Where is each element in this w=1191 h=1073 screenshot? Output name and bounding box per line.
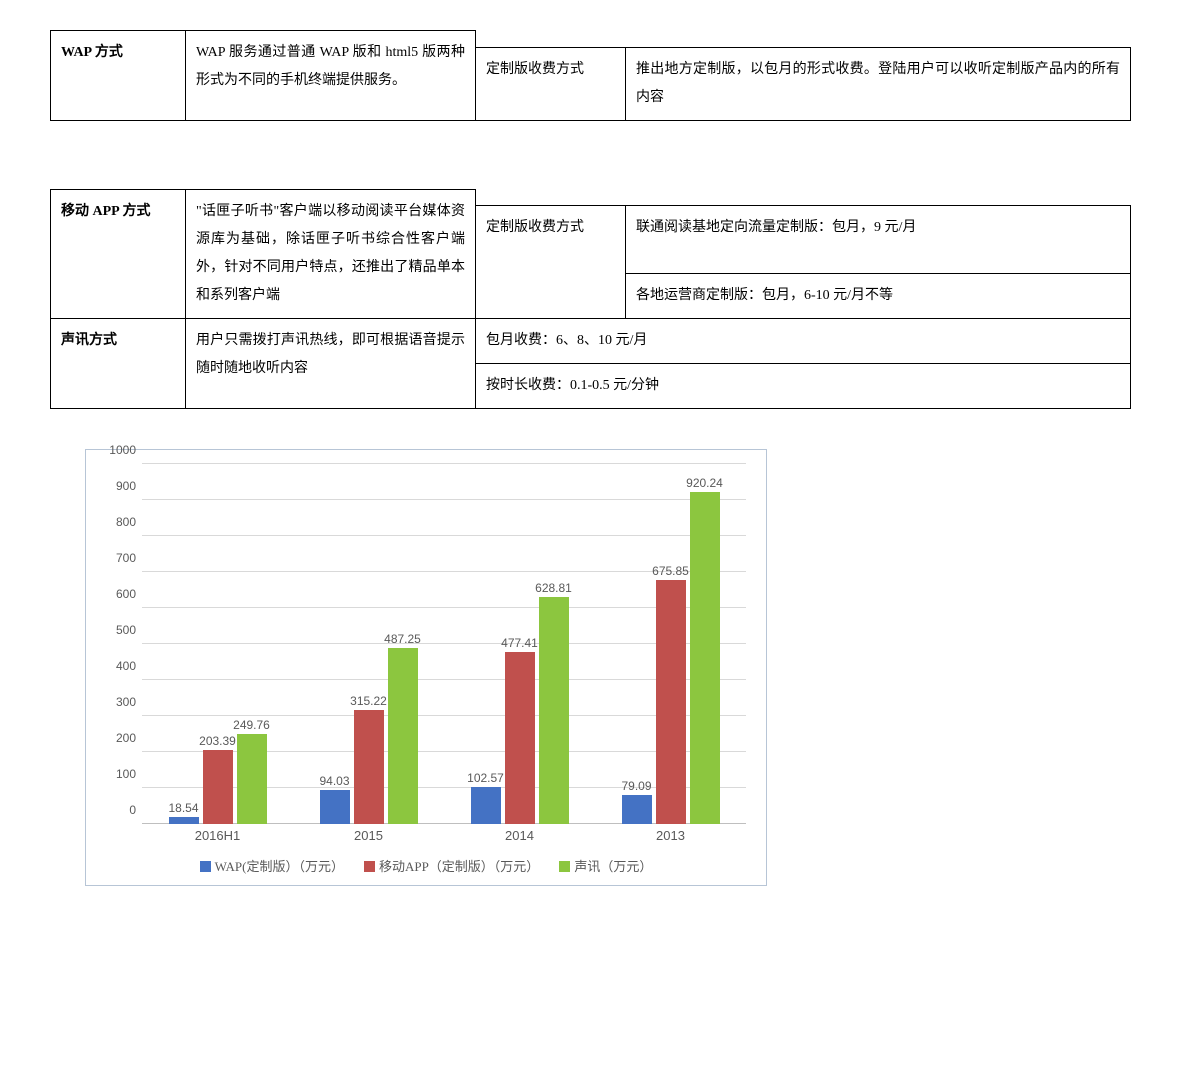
t2-r1-sub1: 按时长收费：0.1-0.5 元/分钟 [476,363,1131,408]
chart-frame: 0100200300400500600700800900100018.54203… [85,449,767,886]
plot-area: 0100200300400500600700800900100018.54203… [142,464,746,824]
t2-r0-sub0-c2: 定制版收费方式 [476,206,626,319]
bar: 487.25 [388,648,418,823]
t2-r0-sub1-c3: 各地运营商定制版：包月，6-10 元/月不等 [626,273,1131,318]
t2-r0-sub0-c3: 联通阅读基地定向流量定制版：包月，9 元/月 [626,206,1131,274]
t2-r0-c0: 移动 APP 方式 [51,189,186,318]
bar-value-label: 477.41 [501,636,538,652]
bar: 79.09 [622,795,652,823]
bar: 477.41 [505,652,535,824]
t2-r1-c0: 声讯方式 [51,318,186,408]
bar: 249.76 [237,734,267,824]
legend-item: 移动APP（定制版）（万元） [364,856,539,875]
t1-blank-c2 [476,31,626,48]
bar: 94.03 [320,790,350,824]
t2-r1-c1: 用户只需拨打声讯热线，即可根据语音提示随时随地收听内容 [186,318,476,408]
y-tick-label: 800 [96,515,136,529]
y-tick-label: 900 [96,479,136,493]
bar-value-label: 920.24 [686,476,723,492]
t2-blank-c3 [626,189,1131,206]
revenue-chart: 0100200300400500600700800900100018.54203… [85,449,1141,886]
table-2: 移动 APP 方式 "话匣子听书"客户端以移动阅读平台媒体资源库为基础，除话匣子… [50,189,1131,409]
bar-value-label: 249.76 [233,718,270,734]
chart-legend: WAP(定制版）（万元） 移动APP（定制版）（万元） 声讯（万元） [86,848,766,879]
bar-value-label: 628.81 [535,581,572,597]
bar: 203.39 [203,750,233,823]
t1-r0-c2: 定制版收费方式 [476,47,626,120]
t2-r0-c1: "话匣子听书"客户端以移动阅读平台媒体资源库为基础，除话匣子听书综合性客户端外，… [186,189,476,318]
bar: 628.81 [539,597,569,823]
bar: 315.22 [354,710,384,823]
bar-value-label: 203.39 [199,734,236,750]
bar: 18.54 [169,817,199,824]
y-tick-label: 500 [96,623,136,637]
bar: 102.57 [471,787,501,824]
table-wap: WAP 方式 WAP 服务通过普通 WAP 版和 html5 版两种形式为不同的… [50,30,1141,121]
y-tick-label: 0 [96,803,136,817]
y-tick-label: 600 [96,587,136,601]
gridline [142,499,746,500]
y-tick-label: 700 [96,551,136,565]
y-tick-label: 200 [96,731,136,745]
gridline [142,463,746,464]
t1-blank-c3 [626,31,1131,48]
bar: 920.24 [690,492,720,823]
t1-r0-c3: 推出地方定制版，以包月的形式收费。登陆用户可以收听定制版产品内的所有内容 [626,47,1131,120]
x-category-label: 2015 [293,828,444,843]
gridline [142,535,746,536]
x-category-label: 2016H1 [142,828,293,843]
bar-value-label: 79.09 [621,779,651,795]
bar-value-label: 315.22 [350,694,387,710]
y-tick-label: 300 [96,695,136,709]
bar: 675.85 [656,580,686,823]
bar-value-label: 675.85 [652,564,689,580]
table-app-voice: 移动 APP 方式 "话匣子听书"客户端以移动阅读平台媒体资源库为基础，除话匣子… [50,189,1141,409]
t1-r0-c0: WAP 方式 [51,31,186,121]
bar-value-label: 18.54 [168,801,198,817]
bar-value-label: 94.03 [319,774,349,790]
legend-swatch [200,861,211,872]
y-tick-label: 400 [96,659,136,673]
legend-swatch [364,861,375,872]
bar-value-label: 487.25 [384,632,421,648]
legend-item: WAP(定制版）（万元） [200,856,344,875]
x-category-label: 2013 [595,828,746,843]
x-category-label: 2014 [444,828,595,843]
t1-r0-c1: WAP 服务通过普通 WAP 版和 html5 版两种形式为不同的手机终端提供服… [186,31,476,121]
t2-blank-c2 [476,189,626,206]
bar-value-label: 102.57 [467,771,504,787]
legend-swatch [559,861,570,872]
table-1: WAP 方式 WAP 服务通过普通 WAP 版和 html5 版两种形式为不同的… [50,30,1131,121]
t2-r1-sub0: 包月收费：6、8、10 元/月 [476,318,1131,363]
y-tick-label: 1000 [96,443,136,457]
legend-item: 声讯（万元） [559,856,652,875]
x-axis-labels: 2016H1201520142013 [142,824,746,848]
y-tick-label: 100 [96,767,136,781]
